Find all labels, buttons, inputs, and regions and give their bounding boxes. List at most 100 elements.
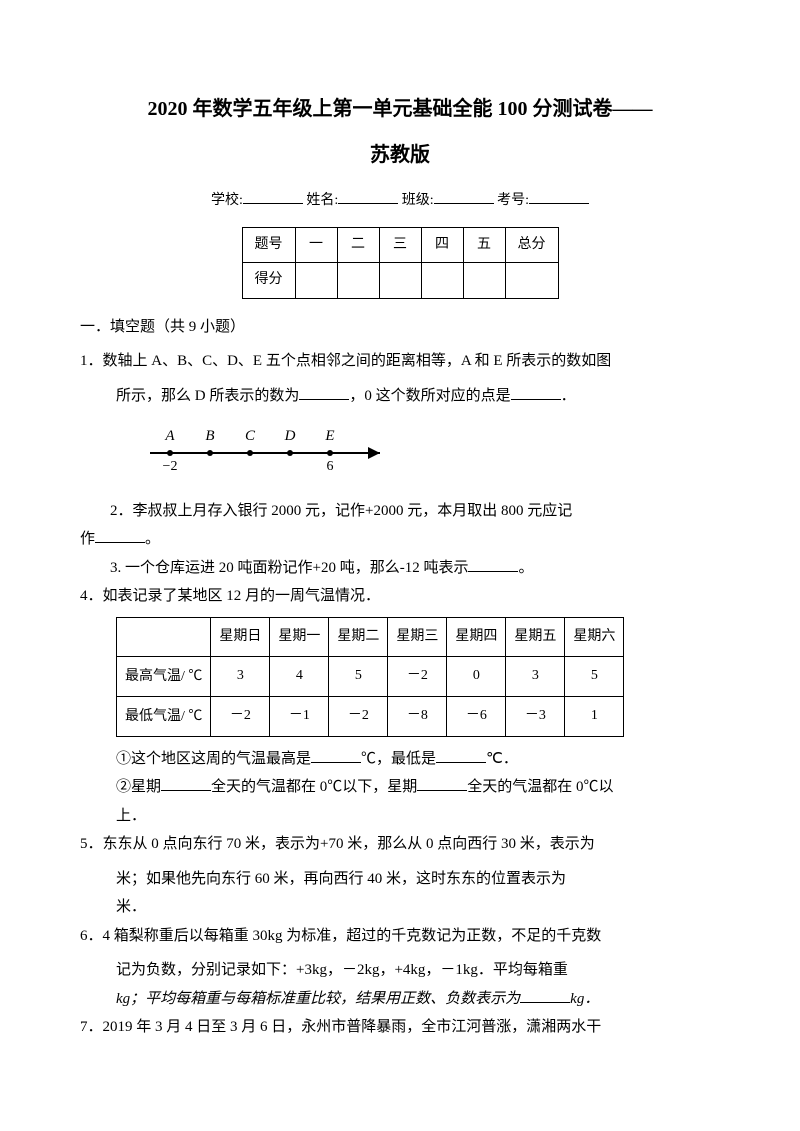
svg-text:C: C (245, 428, 256, 444)
question-3: 3. 一个仓库运进 20 吨面粉记作+20 吨，那么-12 吨表示 。 (80, 554, 720, 583)
temp-cell: 5 (565, 657, 624, 697)
question-2-cont: 作。 (80, 525, 720, 554)
class-label: 班级: (402, 193, 434, 208)
score-cell[interactable] (505, 263, 558, 299)
q1-blank1[interactable] (299, 385, 349, 400)
temp-cell: 5 (329, 657, 388, 697)
question-4-sub2-cont: 上． (80, 802, 720, 831)
q2-line1: 2．李叔叔上月存入银行 2000 元，记作+2000 元，本月取出 800 元应… (110, 503, 572, 519)
q4-sub2-a: ②星期 (116, 779, 161, 795)
name-label: 姓名: (306, 193, 338, 208)
q1-line2b: ，0 这个数所对应的点是 (349, 388, 510, 404)
score-header: 五 (463, 227, 505, 263)
number-line-diagram: A B C D E −2 6 (140, 418, 720, 489)
q3-text-b: 。 (518, 560, 533, 576)
q5-l1: 5．东东从 0 点向东行 70 米，表示为+70 米，那么从 0 点向西行 30… (80, 836, 595, 852)
temp-header: 星期五 (506, 617, 565, 657)
svg-text:D: D (284, 428, 296, 444)
table-row: 得分 (242, 263, 558, 299)
q5-l2: 米；如果他先向东行 60 米，再向西行 40 米，这时东东的位置表示为 (116, 871, 566, 887)
question-6-cont2: kg；平均每箱重与每箱标准重比较，结果用正数、负数表示为kg． (80, 985, 720, 1014)
q3-blank[interactable] (468, 557, 518, 572)
q4-blank1[interactable] (311, 748, 361, 763)
temp-header: 星期一 (270, 617, 329, 657)
temp-cell: 4 (270, 657, 329, 697)
table-row: 最低气温/ ℃ －2 －1 －2 －8 －6 －3 1 (117, 696, 624, 736)
q5-l3: 米． (116, 899, 146, 915)
question-4-sub1: ①这个地区这周的气温最高是 ℃，最低是 ℃． (80, 745, 720, 774)
question-1: 1．数轴上 A、B、C、D、E 五个点相邻之间的距离相等，A 和 E 所表示的数… (80, 347, 720, 376)
q4-sub2-d: 上． (116, 808, 146, 824)
temp-cell: －2 (388, 657, 447, 697)
temp-header: 星期日 (211, 617, 270, 657)
row-high-label: 最高气温/ ℃ (117, 657, 211, 697)
q4-blank2[interactable] (436, 748, 486, 763)
temp-cell: －2 (329, 696, 388, 736)
question-5-cont2: 米． (80, 893, 720, 922)
sub-title: 苏教版 (80, 136, 720, 174)
score-cell[interactable] (379, 263, 421, 299)
section-heading: 一．填空题（共 9 小题） (80, 313, 720, 342)
q4-intro: 4．如表记录了某地区 12 月的一周气温情况． (80, 588, 380, 604)
svg-text:E: E (324, 428, 334, 444)
svg-text:6: 6 (327, 459, 334, 474)
q3-text-a: 3. 一个仓库运进 20 吨面粉记作+20 吨，那么-12 吨表示 (110, 560, 468, 576)
q4-sub1-a: ①这个地区这周的气温最高是 (116, 751, 311, 767)
temp-cell: －8 (388, 696, 447, 736)
main-title: 2020 年数学五年级上第一单元基础全能 100 分测试卷—— (80, 90, 720, 128)
question-1-cont: 所示，那么 D 所表示的数为，0 这个数所对应的点是． (80, 382, 720, 411)
q4-sub1-c: ℃． (486, 751, 518, 767)
q4-sub1-b: ℃，最低是 (361, 751, 436, 767)
temp-header: 星期三 (388, 617, 447, 657)
score-row-label: 得分 (242, 263, 295, 299)
student-info-line: 学校: 姓名: 班级: 考号: (80, 188, 720, 215)
score-table: 题号 一 二 三 四 五 总分 得分 (242, 227, 559, 299)
question-6-cont: 记为负数，分别记录如下：+3kg，－2kg，+4kg，－1kg．平均每箱重 (80, 956, 720, 985)
score-cell[interactable] (421, 263, 463, 299)
q6-l1: 6．4 箱梨称重后以每箱重 30kg 为标准，超过的千克数记为正数，不足的千克数 (80, 928, 601, 944)
score-cell[interactable] (463, 263, 505, 299)
q4-blank3[interactable] (161, 776, 211, 791)
score-cell[interactable] (337, 263, 379, 299)
q6-blank[interactable] (520, 988, 570, 1003)
question-4: 4．如表记录了某地区 12 月的一周气温情况． (80, 582, 720, 611)
svg-text:B: B (205, 428, 214, 444)
name-blank[interactable] (338, 190, 398, 204)
temp-cell: －3 (506, 696, 565, 736)
temp-cell: －1 (270, 696, 329, 736)
question-5-cont: 米；如果他先向东行 60 米，再向西行 40 米，这时东东的位置表示为 (80, 865, 720, 894)
q1-line2a: 所示，那么 D 所表示的数为 (116, 388, 299, 404)
score-header: 三 (379, 227, 421, 263)
q1-line1: 1．数轴上 A、B、C、D、E 五个点相邻之间的距离相等，A 和 E 所表示的数… (80, 353, 611, 369)
temp-header (117, 617, 211, 657)
temp-cell: 1 (565, 696, 624, 736)
q2-suffix: 。 (145, 531, 160, 547)
q6-l2a: 记为负数，分别记录如下：+3kg，－2kg，+4kg，－1kg．平均每箱重 (116, 962, 568, 978)
svg-text:−2: −2 (163, 459, 178, 474)
question-5: 5．东东从 0 点向东行 70 米，表示为+70 米，那么从 0 点向西行 30… (80, 830, 720, 859)
score-cell[interactable] (295, 263, 337, 299)
examno-label: 考号: (497, 193, 529, 208)
table-row: 题号 一 二 三 四 五 总分 (242, 227, 558, 263)
school-blank[interactable] (243, 190, 303, 204)
question-7: 7．2019 年 3 月 4 日至 3 月 6 日，永州市普降暴雨，全市江河普涨… (80, 1013, 720, 1042)
temp-cell: 0 (447, 657, 506, 697)
q4-blank4[interactable] (417, 776, 467, 791)
temperature-table: 星期日 星期一 星期二 星期三 星期四 星期五 星期六 最高气温/ ℃ 3 4 … (116, 617, 624, 737)
temp-cell: 3 (506, 657, 565, 697)
table-row: 最高气温/ ℃ 3 4 5 －2 0 3 5 (117, 657, 624, 697)
score-header: 二 (337, 227, 379, 263)
temp-header: 星期四 (447, 617, 506, 657)
row-low-label: 最低气温/ ℃ (117, 696, 211, 736)
score-header: 题号 (242, 227, 295, 263)
temp-cell: 3 (211, 657, 270, 697)
q1-blank2[interactable] (511, 385, 561, 400)
examno-blank[interactable] (529, 190, 589, 204)
class-blank[interactable] (434, 190, 494, 204)
q4-sub2-b: 全天的气温都在 0℃以下，星期 (211, 779, 417, 795)
temp-cell: －6 (447, 696, 506, 736)
q2-blank[interactable] (95, 528, 145, 543)
question-2: 2．李叔叔上月存入银行 2000 元，记作+2000 元，本月取出 800 元应… (80, 497, 720, 526)
temp-header: 星期六 (565, 617, 624, 657)
q7-l1: 7．2019 年 3 月 4 日至 3 月 6 日，永州市普降暴雨，全市江河普涨… (80, 1019, 601, 1035)
